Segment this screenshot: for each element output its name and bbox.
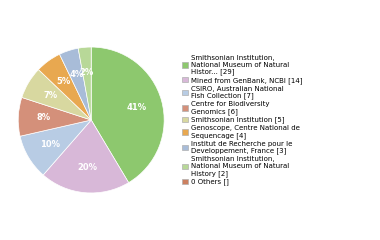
Wedge shape — [91, 47, 164, 183]
Text: 5%: 5% — [56, 77, 70, 86]
Wedge shape — [60, 48, 91, 120]
Wedge shape — [43, 120, 128, 193]
Text: 4%: 4% — [70, 70, 84, 79]
Wedge shape — [18, 97, 91, 136]
Text: 41%: 41% — [127, 103, 147, 112]
Wedge shape — [38, 54, 91, 120]
Text: 10%: 10% — [41, 140, 60, 149]
Legend: Smithsonian Institution,
National Museum of Natural
Histor... [29], Mined from G: Smithsonian Institution, National Museum… — [182, 54, 302, 186]
Wedge shape — [22, 70, 91, 120]
Wedge shape — [20, 120, 91, 175]
Wedge shape — [78, 47, 91, 120]
Text: 20%: 20% — [77, 163, 97, 172]
Text: 7%: 7% — [43, 91, 57, 100]
Text: 2%: 2% — [80, 68, 94, 77]
Text: 8%: 8% — [37, 113, 51, 122]
